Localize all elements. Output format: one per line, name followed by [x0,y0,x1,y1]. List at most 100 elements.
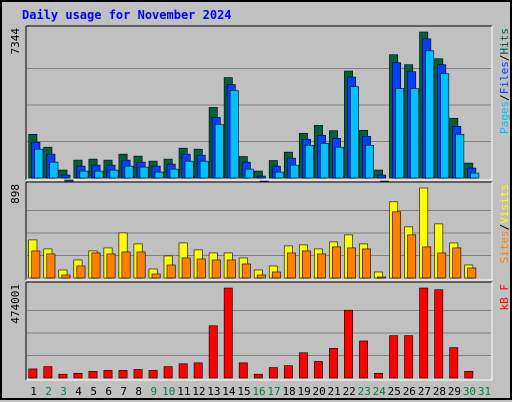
bar-pages-day-4 [79,170,89,179]
day-label-20: 20 [313,385,326,398]
bar-kb-f-day-3 [58,373,68,379]
bar-kb-f-day-5 [88,371,98,379]
day-label-25: 25 [388,385,401,398]
bar-kb-f-day-20 [314,361,323,379]
day-label-29: 29 [448,385,461,398]
legend-entry: / [498,94,511,101]
day-label-18: 18 [282,385,295,398]
bar-kb-f-day-18 [283,365,293,379]
day-label-24: 24 [373,385,387,398]
bar-sites-day-22 [347,247,356,279]
bar-kb-f-day-13 [208,325,218,379]
panel-visits_sites-max-label: 898 [9,184,22,204]
bar-pages-day-1 [34,148,44,179]
bar-sites-day-27 [422,246,432,279]
bar-pages-day-27 [425,50,435,179]
bar-kb-f-day-25 [389,335,399,379]
day-label-10: 10 [162,385,175,398]
day-label-11: 11 [177,385,190,398]
bar-sites-day-12 [196,258,206,279]
legend-entry: Sites [498,230,511,263]
bar-pages-day-7 [124,165,134,179]
bar-kb-f-day-7 [118,370,128,379]
bar-kb-f-day-4 [73,372,83,379]
bar-kb-f-day-23 [359,340,368,379]
bar-pages-day-11 [184,160,194,179]
day-label-14: 14 [222,385,236,398]
bar-pages-day-21 [335,146,344,179]
bar-pages-day-14 [229,90,239,179]
day-label-27: 27 [418,385,431,398]
bar-sites-day-24 [377,276,387,279]
bar-sites-day-3 [61,274,71,279]
bar-files-day-3 [61,174,71,179]
bar-kb-f-day-17 [268,367,278,379]
day-label-9: 9 [150,385,157,398]
day-label-23: 23 [358,385,371,398]
day-label-26: 26 [403,385,416,398]
bar-pages-day-22 [350,86,359,179]
bar-sites-day-18 [286,252,296,279]
day-label-3: 3 [60,385,67,398]
bar-kb-f-day-29 [449,347,459,379]
day-label-13: 13 [207,385,220,398]
bar-sites-day-10 [166,264,176,279]
bar-pages-day-25 [395,88,405,179]
bar-pages-day-18 [289,164,299,179]
day-label-30: 30 [463,385,476,398]
panel-hits_files_pages-legend: Pages/Files/Hits [498,28,511,134]
chart-title: Daily usage for November 2024 [22,8,232,22]
panel-kbytes-legend: kB F [498,284,511,311]
bar-kb-f-day-15 [238,362,248,379]
bar-sites-day-21 [332,246,341,279]
bar-pages-day-26 [410,88,420,179]
legend-entry: kB F [498,284,511,311]
bar-sites-day-4 [76,265,86,279]
bar-kb-f-day-19 [298,352,308,379]
panel-hits_files_pages-max-label: 7344 [9,28,22,55]
bar-pages-day-30 [470,172,480,179]
bar-pages-day-5 [94,170,104,179]
day-label-31: 31 [478,385,491,398]
bar-pages-day-29 [455,134,465,179]
legend-entry: / [498,55,511,62]
bar-sites-day-20 [317,253,326,279]
bar-kb-f-day-10 [163,366,173,379]
legend-entry: Hits [498,28,511,55]
bar-sites-day-19 [301,250,311,279]
bar-pages-day-3 [64,179,74,182]
bar-sites-day-11 [181,257,191,279]
bar-kb-f-day-1 [28,368,38,379]
bar-pages-day-2 [49,161,59,179]
bar-pages-day-19 [304,144,314,179]
bar-sites-day-26 [407,234,417,279]
bar-sites-day-6 [106,253,116,279]
day-label-4: 4 [75,385,82,398]
bar-kb-f-day-8 [133,369,143,379]
bar-sites-day-25 [392,211,402,279]
bar-kb-f-day-28 [434,289,444,379]
bar-files-day-24 [377,174,387,179]
day-label-8: 8 [135,385,142,398]
bar-kb-f-day-27 [419,287,429,379]
bar-kb-f-day-16 [253,373,263,379]
day-label-7: 7 [120,385,127,398]
bar-sites-day-14 [226,259,236,279]
bar-sites-day-17 [271,271,281,279]
legend-entry: Files [498,61,511,94]
panel-kbytes-bg [26,282,492,380]
day-label-1: 1 [30,385,37,398]
legend-entry: / [498,224,511,231]
bar-sites-day-16 [256,274,266,279]
bar-pages-day-6 [109,169,119,179]
bar-pages-day-17 [274,171,284,179]
day-label-17: 17 [267,385,280,398]
bar-sites-day-13 [211,259,221,279]
bar-sites-day-9 [151,273,161,279]
bar-kb-f-day-14 [223,287,233,379]
bar-kb-f-day-12 [193,362,203,379]
panel-kbytes-max-label: 474001 [9,284,22,324]
bar-sites-day-7 [121,251,131,279]
day-label-22: 22 [343,385,356,398]
